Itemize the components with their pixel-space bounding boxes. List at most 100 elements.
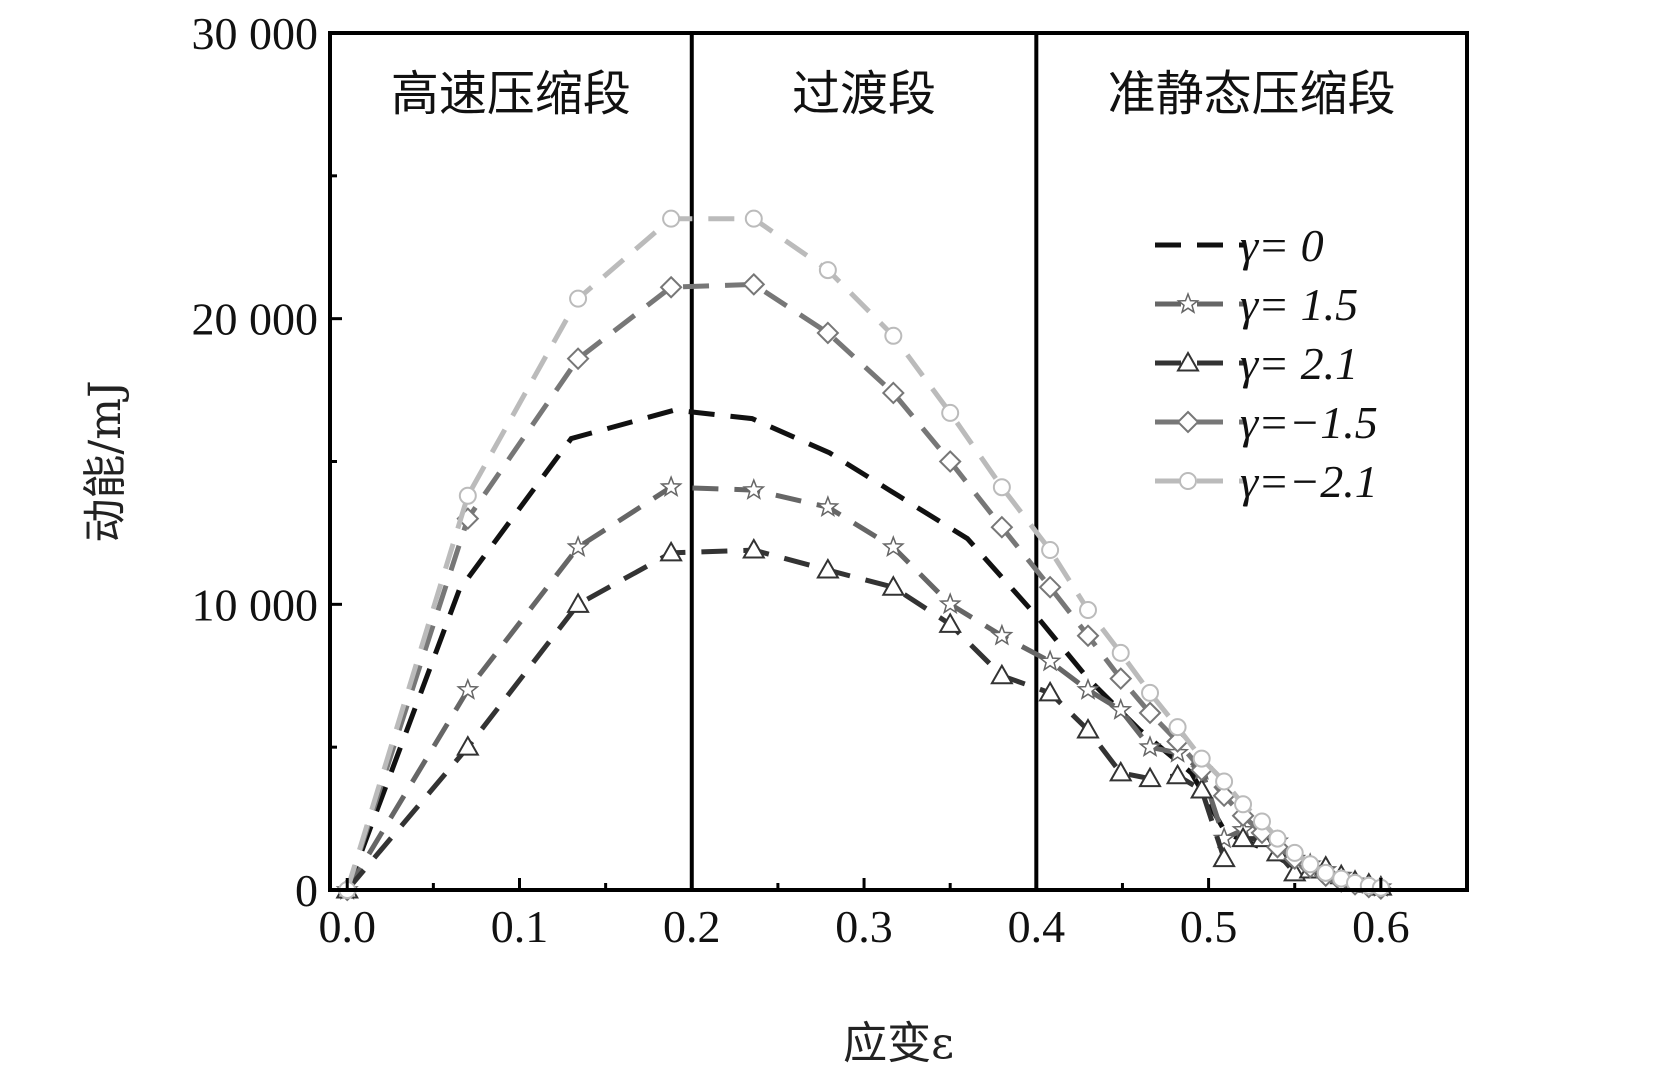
series-3-point-6 [881, 381, 905, 405]
series-4-point-18 [1268, 829, 1287, 848]
series-2-point-3 [659, 540, 683, 562]
x-axis-title: 应变ε [843, 1018, 954, 1069]
x-tick-label-0: 0.0 [318, 901, 376, 952]
x-tick-label-6: 0.6 [1352, 901, 1410, 952]
series-1-point-6 [881, 535, 905, 558]
series-0 [344, 407, 1382, 891]
series-4 [338, 209, 1390, 899]
series-4-point-19 [1285, 843, 1304, 862]
series-4-point-20 [1301, 855, 1320, 874]
region-label-0: 高速压缩段 [391, 66, 631, 122]
series-2-point-10 [1076, 718, 1100, 739]
series-2-point-2 [566, 592, 590, 613]
series-1-point-8 [990, 623, 1014, 646]
series-1-point-3 [659, 475, 683, 498]
series-1-point-10 [1076, 677, 1100, 700]
series-4-point-12 [1141, 683, 1160, 702]
series-3-point-3 [659, 275, 683, 299]
series-3-point-5 [816, 321, 840, 345]
series-1-point-7 [938, 592, 962, 615]
y-tick-label-1: 10 000 [192, 579, 319, 630]
series-3-point-8 [990, 515, 1014, 539]
series-4-point-1 [458, 486, 477, 505]
series-4-point-8 [992, 478, 1011, 497]
series-2-point-15 [1212, 846, 1236, 868]
series-4-point-10 [1079, 601, 1097, 620]
y-tick-label-3: 30 000 [192, 8, 319, 59]
legend-label-3: γ=−1.5 [1240, 397, 1378, 448]
legend-label-0: γ= 0 [1240, 220, 1324, 271]
series-2-point-16 [1231, 826, 1255, 848]
series-4-point-7 [941, 403, 960, 422]
y-tick-label-2: 20 000 [192, 294, 319, 345]
legend-marker-4 [1179, 472, 1197, 490]
legend-label-1: γ= 1.5 [1240, 279, 1358, 330]
legend: γ= 0 γ= 1.5 γ= 2.1 γ=−1.5 γ=−2.1 [1155, 220, 1378, 507]
legend-marker-3 [1176, 410, 1200, 434]
series-3 [335, 272, 1393, 902]
series-4-point-2 [569, 289, 588, 308]
series-3-point-11 [1109, 667, 1133, 691]
series-4-point-16 [1234, 795, 1253, 814]
series-1-point-4 [742, 477, 766, 500]
series-3-point-2 [566, 347, 590, 371]
x-tick-label-2: 0.2 [663, 901, 721, 952]
legend-marker-1 [1176, 291, 1200, 314]
series-4-point-14 [1192, 749, 1211, 768]
series-4-point-5 [818, 261, 837, 280]
series-2-point-7 [938, 612, 962, 633]
series-3-point-9 [1038, 575, 1062, 599]
y-axis-title: 动能/mJ [80, 380, 131, 542]
series-1-point-9 [1038, 649, 1062, 672]
x-tick-label-5: 0.5 [1180, 901, 1238, 952]
series-4-point-9 [1041, 541, 1060, 560]
series-line-1 [345, 484, 1382, 892]
series-4-point-6 [884, 326, 903, 345]
series-4-point-11 [1111, 643, 1130, 662]
series-1-point-11 [1109, 697, 1133, 720]
series-line-0 [344, 407, 1382, 891]
series-1-point-5 [816, 495, 840, 518]
series-4-point-15 [1215, 772, 1234, 791]
series-2-point-12 [1138, 766, 1162, 788]
series-2-point-11 [1109, 760, 1133, 782]
series-2-point-8 [990, 663, 1014, 685]
legend-label-2: γ= 2.1 [1240, 338, 1358, 389]
x-tick-label-3: 0.3 [835, 901, 893, 952]
region-label-2: 准静态压缩段 [1108, 66, 1396, 122]
series-1-point-1 [456, 677, 480, 700]
series-2-point-19 [1283, 860, 1307, 882]
series-4-point-17 [1252, 812, 1271, 831]
series-2 [335, 538, 1393, 899]
series-4-point-3 [662, 209, 681, 228]
series-1-point-15 [1212, 826, 1236, 849]
axes: 0.0 0.1 0.2 0.3 0.4 0.5 0.6 0 10 000 20 000 30 000 [192, 8, 1410, 952]
series-4-point-4 [744, 209, 763, 228]
series-4-point-13 [1168, 718, 1187, 737]
region-boundaries: 高速压缩段 过渡段 准静态压缩段 [391, 33, 1396, 890]
series-line-4 [344, 216, 1382, 891]
series-3-point-7 [938, 450, 962, 473]
y-tick-label-0: 0 [295, 865, 318, 916]
series-1-point-2 [566, 535, 590, 558]
series-3-point-15 [1212, 784, 1236, 808]
series-layer [335, 209, 1393, 902]
legend-entry-2: γ= 2.1 [1155, 338, 1358, 389]
series-3-point-10 [1076, 624, 1100, 648]
legend-marker-2 [1176, 350, 1200, 372]
series-2-point-9 [1038, 680, 1062, 702]
legend-entry-0: γ= 0 [1155, 220, 1324, 271]
legend-entry-1: γ= 1.5 [1155, 279, 1358, 330]
series-2-point-4 [742, 538, 766, 559]
series-3-point-12 [1138, 701, 1162, 725]
series-2-point-13 [1165, 763, 1190, 785]
legend-entry-3: γ=−1.5 [1155, 397, 1378, 448]
x-tick-label-1: 0.1 [491, 901, 549, 952]
series-1-point-12 [1138, 735, 1162, 758]
series-2-point-1 [456, 735, 480, 756]
x-tick-label-4: 0.4 [1008, 901, 1066, 952]
series-4-point-21 [1316, 863, 1335, 882]
series-2-point-14 [1189, 778, 1214, 799]
region-label-1: 过渡段 [792, 66, 936, 122]
